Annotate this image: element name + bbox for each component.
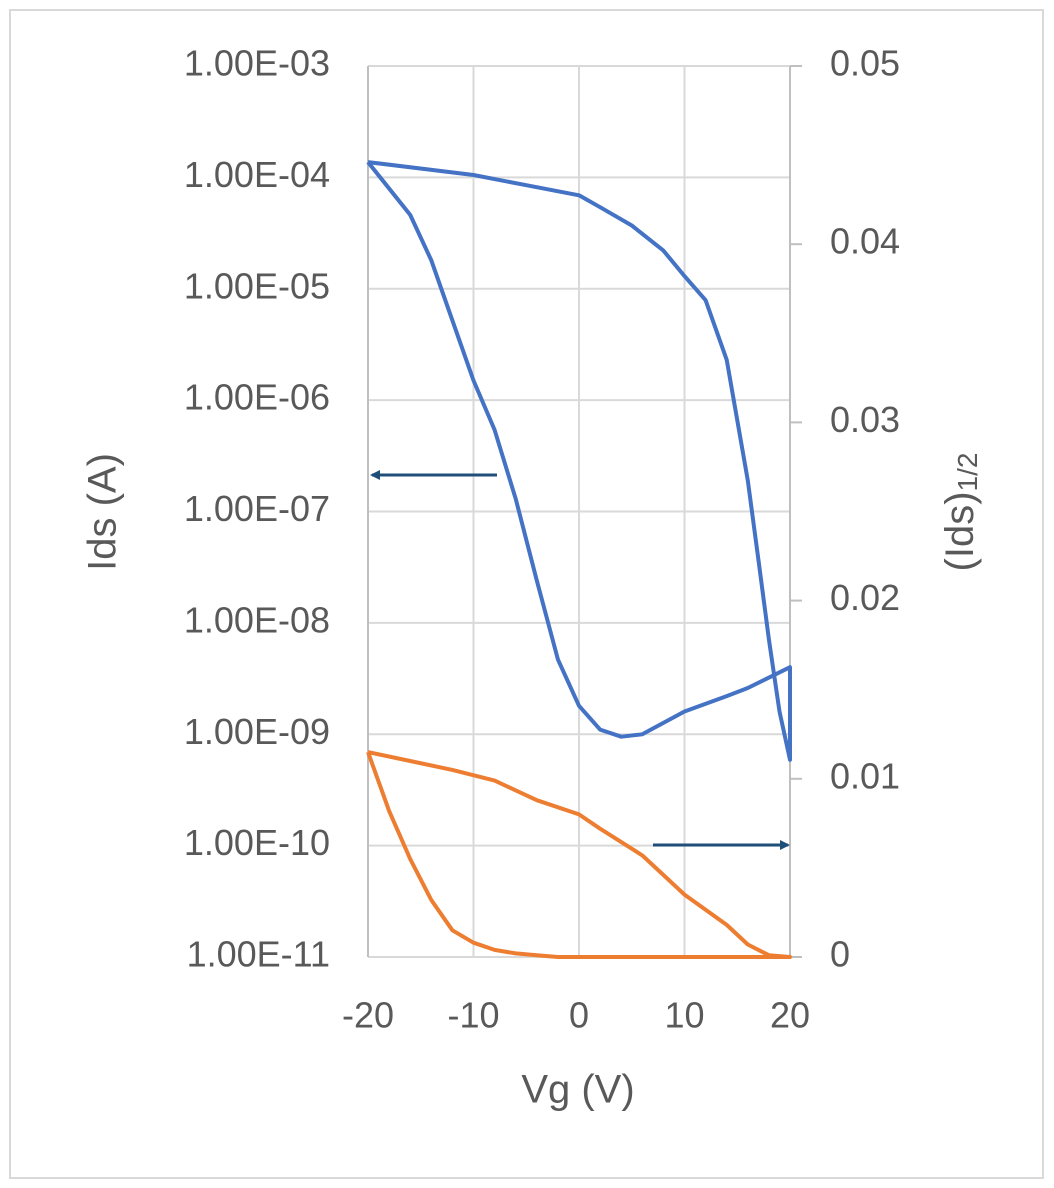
y-tick-label: 1.00E-04 <box>184 154 330 195</box>
plot-lines <box>366 160 792 959</box>
x-axis-label: Vg (V) <box>521 1068 634 1112</box>
y2-tick-label: 0.03 <box>830 399 900 440</box>
y2-tick-label: 0.02 <box>830 577 900 618</box>
y-tick-label: 1.00E-10 <box>184 822 330 863</box>
y2-axis-label: (Ids)1/2 <box>938 453 984 572</box>
y-tick-label: 1.00E-06 <box>184 377 330 418</box>
y2-tick-label: 0.04 <box>830 221 900 262</box>
series-line <box>366 750 792 959</box>
y2-tick-label: 0 <box>830 934 850 975</box>
x-tick-label: 0 <box>569 995 589 1036</box>
x-tick-label: 20 <box>770 995 810 1036</box>
series-line <box>366 160 792 762</box>
y2-axis-label-subscript: 1/2 <box>952 453 983 492</box>
x-tick-label: -20 <box>342 995 394 1036</box>
y2-tick-label: 0.01 <box>830 755 900 796</box>
y-tick-label: 1.00E-11 <box>187 934 330 975</box>
x-tick-label: 10 <box>664 995 704 1036</box>
y-tick-label: 1.00E-08 <box>184 599 330 640</box>
y-tick-label: 1.00E-09 <box>184 711 330 752</box>
chart-frame <box>9 9 1044 1179</box>
y-tick-label: 1.00E-07 <box>184 488 330 529</box>
y-axis-label: Ids (A) <box>81 453 125 571</box>
y2-axis-label-main: (Ids) <box>938 491 982 571</box>
x-tick-label: -10 <box>447 995 499 1036</box>
y-tick-label: 1.00E-03 <box>184 43 330 84</box>
y2-tick-label: 0.05 <box>830 43 900 84</box>
y-tick-label: 1.00E-05 <box>184 265 330 306</box>
